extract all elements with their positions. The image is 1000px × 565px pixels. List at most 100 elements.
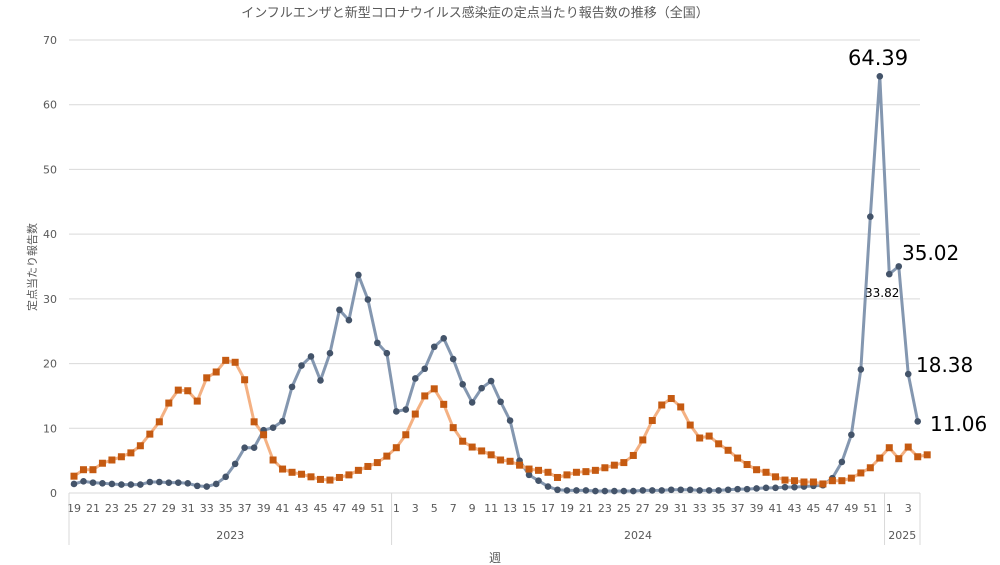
data-point bbox=[70, 472, 78, 480]
data-point bbox=[79, 466, 87, 474]
data-point bbox=[478, 447, 486, 455]
x-tick-label: 37 bbox=[731, 502, 745, 515]
data-point bbox=[231, 358, 239, 366]
data-point bbox=[516, 461, 524, 469]
data-point bbox=[127, 481, 135, 488]
x-tick-label: 9 bbox=[469, 502, 476, 515]
data-point bbox=[658, 401, 666, 409]
data-point bbox=[383, 349, 391, 357]
data-point bbox=[316, 475, 324, 483]
x-tick-label: 31 bbox=[181, 502, 195, 515]
data-point bbox=[904, 370, 912, 378]
data-point bbox=[241, 444, 248, 452]
data-point bbox=[364, 296, 372, 303]
data-point bbox=[487, 451, 495, 459]
data-point bbox=[449, 424, 457, 432]
data-point bbox=[80, 478, 87, 485]
data-label: 64.39 bbox=[848, 46, 908, 70]
data-point bbox=[734, 485, 741, 493]
x-tick-label: 43 bbox=[295, 502, 309, 515]
data-point bbox=[743, 461, 751, 469]
data-point bbox=[203, 374, 211, 382]
data-point bbox=[288, 468, 296, 476]
data-point bbox=[753, 485, 760, 492]
y-tick-label: 40 bbox=[43, 228, 57, 241]
data-point bbox=[753, 466, 761, 474]
data-point bbox=[184, 387, 192, 395]
x-tick-label: 41 bbox=[769, 502, 783, 515]
data-point bbox=[582, 468, 590, 476]
data-point bbox=[98, 459, 106, 467]
data-point bbox=[155, 418, 163, 426]
data-label: 18.38 bbox=[916, 353, 973, 377]
data-point bbox=[487, 377, 495, 385]
data-point bbox=[572, 468, 580, 476]
x-tick-label: 19 bbox=[560, 502, 574, 515]
data-point bbox=[146, 430, 154, 438]
data-point bbox=[610, 461, 618, 469]
data-point bbox=[354, 466, 362, 474]
x-tick-label: 23 bbox=[105, 502, 119, 515]
chart-title: インフルエンザと新型コロナウイルス感染症の定点当たり報告数の推移（全国） bbox=[241, 5, 709, 21]
data-point bbox=[781, 483, 789, 491]
data-point bbox=[667, 395, 675, 403]
data-point bbox=[772, 473, 780, 481]
x-tick-label: 1 bbox=[886, 502, 893, 515]
data-point bbox=[686, 486, 694, 494]
x-tick-label: 49 bbox=[844, 502, 858, 515]
data-point bbox=[848, 431, 855, 439]
data-point bbox=[554, 486, 561, 494]
data-point bbox=[459, 380, 466, 388]
x-tick-label: 33 bbox=[200, 502, 214, 515]
data-point bbox=[629, 451, 637, 459]
data-label: 33.82 bbox=[865, 286, 899, 300]
y-tick-label: 70 bbox=[43, 34, 57, 47]
x-tick-label: 27 bbox=[143, 502, 157, 515]
data-point bbox=[648, 487, 656, 494]
x-tick-label: 37 bbox=[238, 502, 252, 515]
data-point bbox=[506, 457, 514, 465]
data-point bbox=[279, 417, 286, 425]
data-point bbox=[307, 473, 315, 481]
data-point bbox=[658, 487, 666, 494]
data-point bbox=[478, 384, 485, 392]
data-point bbox=[374, 339, 381, 347]
x-axis-label: 週 bbox=[489, 551, 501, 565]
data-point bbox=[117, 453, 125, 461]
data-point bbox=[222, 473, 229, 481]
data-point bbox=[525, 465, 533, 473]
data-point bbox=[573, 487, 580, 494]
x-tick-label: 21 bbox=[86, 502, 100, 515]
data-point bbox=[667, 486, 675, 494]
data-label: 35.02 bbox=[902, 241, 959, 265]
data-point bbox=[364, 462, 372, 470]
data-point bbox=[355, 271, 362, 279]
data-point bbox=[743, 485, 751, 493]
data-point bbox=[544, 483, 552, 490]
data-point bbox=[118, 481, 125, 488]
data-point bbox=[402, 431, 410, 439]
data-point bbox=[212, 480, 220, 488]
data-point bbox=[345, 316, 353, 324]
data-point bbox=[857, 366, 865, 373]
data-point bbox=[772, 484, 779, 492]
data-point bbox=[914, 418, 922, 425]
data-point bbox=[914, 453, 922, 461]
data-point bbox=[601, 464, 609, 472]
data-point bbox=[392, 444, 400, 452]
data-point bbox=[137, 481, 144, 488]
x-tick-label: 43 bbox=[787, 502, 801, 515]
data-point bbox=[212, 368, 220, 376]
data-point bbox=[895, 455, 903, 463]
data-point bbox=[269, 424, 277, 431]
x-tick-label: 11 bbox=[484, 502, 498, 515]
data-point bbox=[923, 451, 931, 459]
data-point bbox=[459, 437, 467, 445]
data-point bbox=[298, 362, 305, 369]
x-tick-label: 17 bbox=[541, 502, 555, 515]
year-label: 2025 bbox=[888, 529, 916, 542]
data-point bbox=[563, 471, 571, 479]
data-point bbox=[563, 487, 571, 494]
x-tick-label: 29 bbox=[655, 502, 669, 515]
